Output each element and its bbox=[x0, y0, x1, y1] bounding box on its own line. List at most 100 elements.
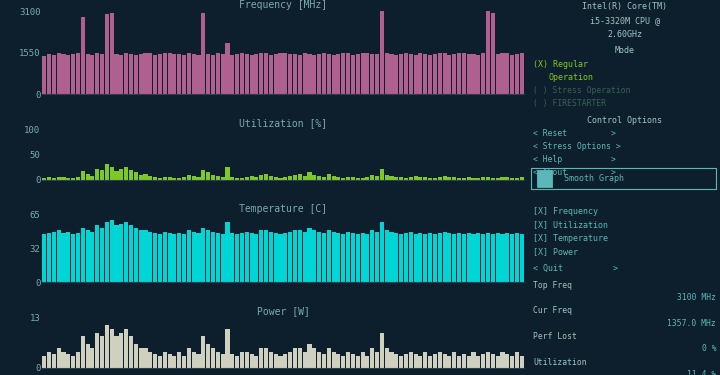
Bar bbox=[462, 178, 466, 180]
Bar bbox=[197, 55, 201, 94]
Bar bbox=[163, 177, 167, 180]
Bar bbox=[365, 356, 369, 368]
Bar bbox=[91, 176, 94, 180]
Bar bbox=[505, 354, 509, 368]
Bar bbox=[418, 177, 423, 180]
Bar bbox=[235, 234, 239, 282]
Text: [X] Power: [X] Power bbox=[533, 247, 578, 256]
Bar bbox=[404, 354, 408, 368]
Bar bbox=[433, 234, 437, 282]
Bar bbox=[356, 54, 360, 94]
Bar bbox=[206, 54, 210, 94]
Bar bbox=[481, 234, 485, 282]
Bar bbox=[409, 177, 413, 180]
Bar bbox=[515, 54, 519, 94]
Text: Control Options: Control Options bbox=[587, 116, 662, 124]
Bar bbox=[317, 352, 321, 368]
Bar bbox=[380, 222, 384, 282]
Bar bbox=[447, 233, 451, 282]
Bar bbox=[361, 233, 364, 282]
Bar bbox=[351, 233, 355, 282]
Bar bbox=[264, 230, 268, 282]
Bar bbox=[423, 234, 427, 282]
Bar bbox=[384, 230, 389, 282]
Bar bbox=[109, 219, 114, 282]
Bar bbox=[322, 233, 326, 282]
Bar bbox=[168, 177, 171, 180]
Bar bbox=[120, 333, 123, 368]
Bar bbox=[462, 234, 466, 282]
Bar bbox=[356, 234, 360, 282]
Bar bbox=[240, 233, 244, 282]
Bar bbox=[288, 232, 292, 282]
Bar bbox=[447, 356, 451, 368]
Bar bbox=[202, 13, 205, 94]
Bar bbox=[428, 55, 432, 94]
Bar bbox=[284, 354, 287, 368]
Bar bbox=[322, 177, 326, 180]
Bar bbox=[346, 177, 350, 180]
Bar bbox=[71, 356, 75, 368]
Bar bbox=[336, 354, 341, 368]
Bar bbox=[510, 178, 514, 180]
Bar bbox=[120, 55, 123, 94]
Bar bbox=[66, 178, 71, 180]
Text: [X] Temperature: [X] Temperature bbox=[533, 234, 608, 243]
Bar bbox=[477, 55, 480, 94]
Bar bbox=[148, 176, 153, 180]
Bar bbox=[515, 352, 519, 368]
Bar bbox=[124, 53, 128, 94]
Bar bbox=[500, 53, 505, 94]
Bar bbox=[245, 352, 249, 368]
Bar bbox=[134, 172, 138, 180]
Bar bbox=[76, 53, 80, 94]
Bar bbox=[206, 344, 210, 368]
Bar bbox=[279, 356, 282, 368]
Bar bbox=[365, 53, 369, 94]
Bar bbox=[81, 16, 85, 94]
Bar bbox=[380, 168, 384, 180]
Bar bbox=[71, 54, 75, 94]
Bar bbox=[510, 55, 514, 94]
Bar bbox=[365, 234, 369, 282]
Bar bbox=[384, 348, 389, 368]
Bar bbox=[269, 55, 273, 94]
Bar bbox=[139, 348, 143, 368]
Bar bbox=[124, 167, 128, 180]
Bar bbox=[254, 356, 258, 368]
Bar bbox=[351, 354, 355, 368]
Bar bbox=[95, 225, 99, 282]
Bar bbox=[298, 348, 302, 368]
Bar bbox=[495, 54, 500, 94]
Bar bbox=[390, 352, 394, 368]
Bar bbox=[413, 55, 418, 94]
Bar bbox=[302, 352, 307, 368]
Bar bbox=[158, 234, 162, 282]
Bar bbox=[182, 55, 186, 94]
Bar bbox=[240, 53, 244, 94]
Bar bbox=[91, 232, 94, 282]
Bar bbox=[486, 177, 490, 180]
Bar bbox=[202, 228, 205, 282]
Bar bbox=[312, 230, 316, 282]
Bar bbox=[134, 228, 138, 282]
Bar bbox=[361, 53, 364, 94]
Bar bbox=[47, 54, 51, 94]
Bar bbox=[413, 176, 418, 180]
Bar bbox=[254, 234, 258, 282]
Bar bbox=[293, 54, 297, 94]
Bar bbox=[399, 177, 403, 180]
Bar bbox=[327, 348, 330, 368]
Bar bbox=[409, 232, 413, 282]
Bar bbox=[143, 230, 148, 282]
Bar bbox=[472, 178, 475, 180]
Bar bbox=[42, 178, 46, 180]
Bar bbox=[505, 177, 509, 180]
Bar bbox=[76, 177, 80, 180]
Bar bbox=[375, 352, 379, 368]
Bar bbox=[477, 356, 480, 368]
Bar bbox=[105, 165, 109, 180]
Bar bbox=[211, 348, 215, 368]
Bar bbox=[187, 53, 191, 94]
Bar bbox=[462, 354, 466, 368]
